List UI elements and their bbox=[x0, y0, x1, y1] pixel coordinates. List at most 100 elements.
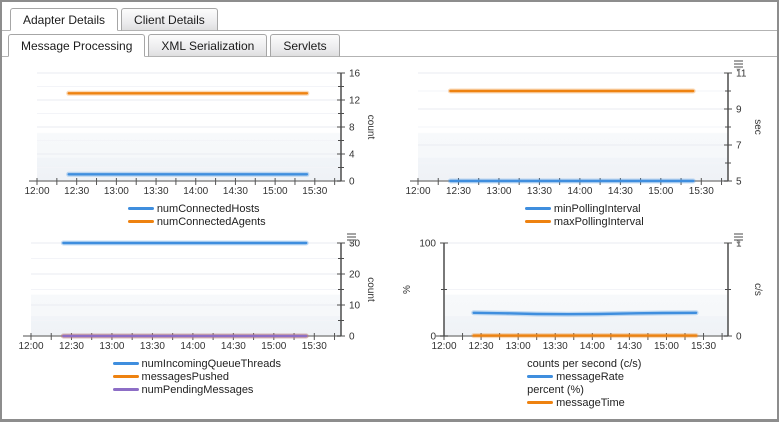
legend-label: numPendingMessages bbox=[141, 383, 254, 396]
tab-xml-serialization[interactable]: XML Serialization bbox=[148, 34, 268, 57]
legend-item: messagesPushed bbox=[112, 370, 229, 383]
chart-menu-icon[interactable] bbox=[732, 232, 745, 245]
right-y-tick-label: 9 bbox=[736, 105, 742, 116]
right-y-tick-label: 0 bbox=[736, 332, 742, 343]
legend-swatch bbox=[112, 362, 139, 365]
x-tick-label: 12:30 bbox=[59, 341, 84, 352]
chart-cell-polling-interval: 12:00 12:30 13:00 13:30 14:00 14:30 15:00 15:30… bbox=[394, 59, 776, 228]
x-tick-label: 13:30 bbox=[543, 341, 568, 352]
inner-tab-bar: Message Processing XML Serialization Ser… bbox=[2, 34, 777, 57]
legend-swatch bbox=[112, 388, 139, 391]
tab-client-details[interactable]: Client Details bbox=[121, 8, 218, 31]
tab-message-processing[interactable]: Message Processing bbox=[8, 34, 146, 57]
legend-swatch bbox=[527, 375, 554, 378]
legend-label: counts per second (c/s) bbox=[527, 357, 642, 370]
legend-swatch bbox=[524, 220, 551, 223]
legend-label: numConnectedHosts bbox=[156, 202, 260, 215]
x-tick-label: 13:30 bbox=[527, 186, 552, 197]
legend-group-header: counts per second (c/s) bbox=[527, 357, 641, 370]
x-tick-label: 15:00 bbox=[649, 186, 674, 197]
legend-item: messageTime bbox=[527, 396, 625, 409]
legend-swatch bbox=[127, 220, 154, 223]
x-tick-label: 14:00 bbox=[580, 341, 605, 352]
x-tick-label: 12:00 bbox=[432, 341, 457, 352]
line-chart-queue-messages: 12:00 12:30 13:00 13:30 14:00 14:30 15:00 15:30… bbox=[18, 239, 376, 353]
x-tick-label: 13:00 bbox=[506, 341, 531, 352]
legend-item: maxPollingInterval bbox=[524, 215, 644, 228]
x-tick-label: 14:30 bbox=[617, 341, 642, 352]
x-tick-label: 15:30 bbox=[689, 186, 714, 197]
legend-label: percent (%) bbox=[527, 383, 584, 396]
left-y-axis-title: % bbox=[402, 285, 413, 294]
right-y-axis-title: c/s bbox=[752, 283, 763, 296]
tab-adapter-details[interactable]: Adapter Details bbox=[10, 8, 119, 31]
x-tick-label: 15:30 bbox=[691, 341, 716, 352]
legend-group-header: percent (%) bbox=[527, 383, 584, 396]
legend-label: numConnectedAgents bbox=[156, 215, 266, 228]
x-tick-label: 13:30 bbox=[143, 186, 168, 197]
x-tick-label: 14:30 bbox=[221, 341, 246, 352]
legend-label: messagesPushed bbox=[141, 370, 229, 383]
right-y-axis-title: count bbox=[365, 115, 376, 140]
right-y-tick-label: 30 bbox=[349, 239, 361, 250]
chart-legend: numIncomingQueueThreads messagesPushed num… bbox=[112, 357, 281, 396]
x-tick-label: 15:00 bbox=[261, 341, 286, 352]
legend-swatch bbox=[527, 401, 554, 404]
x-tick-label: 13:00 bbox=[104, 186, 129, 197]
x-tick-label: 12:30 bbox=[446, 186, 471, 197]
x-tick-label: 12:00 bbox=[24, 186, 49, 197]
right-y-tick-label: 20 bbox=[349, 270, 361, 281]
legend-item: minPollingInterval bbox=[524, 202, 641, 215]
chart-legend: numConnectedHosts numConnectedAgents bbox=[127, 202, 266, 228]
x-tick-label: 13:30 bbox=[140, 341, 165, 352]
chart-cell-message-rate: 12:00 12:30 13:00 13:30 14:00 14:30 15:00 15:30… bbox=[394, 232, 776, 409]
x-tick-label: 15:00 bbox=[262, 186, 287, 197]
legend-item: numConnectedHosts bbox=[127, 202, 260, 215]
list-dropdown-icon bbox=[734, 60, 743, 72]
list-dropdown-icon bbox=[734, 233, 743, 245]
legend-item: numPendingMessages bbox=[112, 383, 254, 396]
legend-item: messageRate bbox=[527, 370, 624, 383]
x-tick-label: 15:30 bbox=[302, 186, 327, 197]
right-y-tick-label: 0 bbox=[349, 332, 355, 343]
chart-cell-queue-messages: 12:00 12:30 13:00 13:30 14:00 14:30 15:00 15:30… bbox=[6, 232, 388, 409]
x-tick-label: 14:30 bbox=[223, 186, 248, 197]
x-tick-label: 12:00 bbox=[406, 186, 431, 197]
right-y-tick-label: 4 bbox=[349, 150, 355, 161]
legend-label: maxPollingInterval bbox=[553, 215, 644, 228]
right-y-tick-label: 5 bbox=[736, 177, 742, 188]
right-y-tick-label: 12 bbox=[349, 96, 361, 107]
legend-item: numIncomingQueueThreads bbox=[112, 357, 281, 370]
right-y-tick-label: 16 bbox=[349, 69, 361, 80]
x-tick-label: 15:30 bbox=[302, 341, 327, 352]
right-y-tick-label: 1 bbox=[736, 239, 742, 250]
x-tick-label: 15:00 bbox=[654, 341, 679, 352]
right-y-tick-label: 8 bbox=[349, 123, 355, 134]
tab-servlets[interactable]: Servlets bbox=[270, 34, 340, 57]
right-y-tick-label: 0 bbox=[349, 177, 355, 188]
outer-tab-bar: Adapter Details Client Details bbox=[2, 8, 777, 31]
x-tick-label: 13:00 bbox=[99, 341, 124, 352]
series-messageRate bbox=[472, 311, 698, 316]
charts-grid: 12:00 12:30 13:00 13:30 14:00 14:30 15:00 15:30… bbox=[2, 57, 777, 409]
legend-label: messageRate bbox=[556, 370, 624, 383]
chart-menu-icon[interactable] bbox=[732, 59, 745, 72]
left-y-tick-label: 0 bbox=[431, 332, 437, 343]
chart-cell-connected-counts: 12:00 12:30 13:00 13:30 14:00 14:30 15:00 15:30… bbox=[6, 61, 388, 228]
line-chart-message-rate: 12:00 12:30 13:00 13:30 14:00 14:30 15:00 15:30… bbox=[402, 239, 763, 353]
legend-label: numIncomingQueueThreads bbox=[141, 357, 281, 370]
x-tick-label: 14:30 bbox=[608, 186, 633, 197]
line-chart-polling-interval: 12:00 12:30 13:00 13:30 14:00 14:30 15:00 15:30… bbox=[406, 69, 764, 198]
legend-swatch bbox=[112, 375, 139, 378]
right-y-tick-label: 7 bbox=[736, 141, 742, 152]
legend-swatch bbox=[127, 207, 154, 210]
right-y-axis-title: sec bbox=[752, 119, 763, 135]
legend-item: numConnectedAgents bbox=[127, 215, 266, 228]
right-y-axis-title: count bbox=[365, 277, 376, 302]
chart-menu-icon[interactable] bbox=[345, 232, 358, 245]
x-tick-label: 12:30 bbox=[469, 341, 494, 352]
x-tick-label: 14:00 bbox=[183, 186, 208, 197]
right-y-tick-label: 10 bbox=[349, 301, 361, 312]
x-tick-label: 12:00 bbox=[18, 341, 43, 352]
